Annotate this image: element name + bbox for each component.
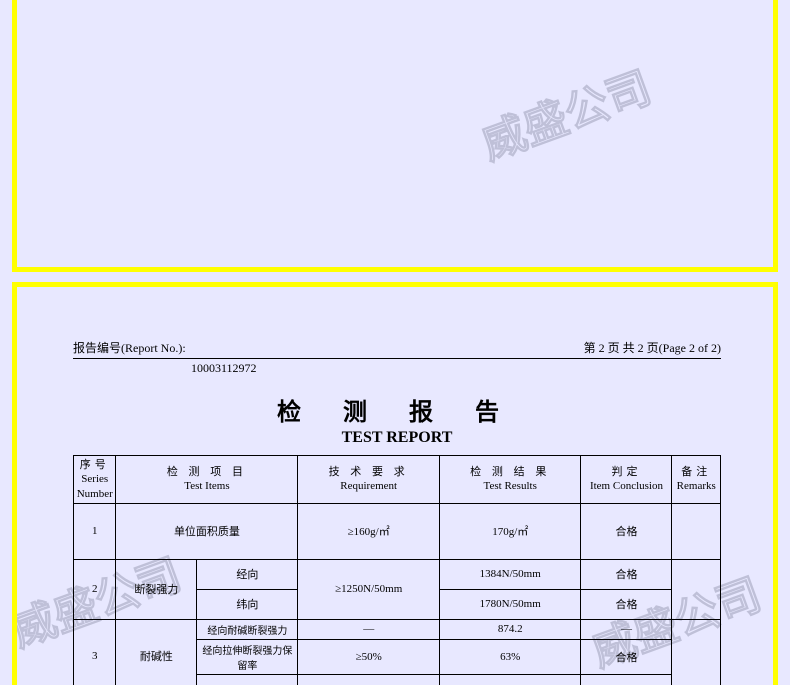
- cell-conc: 合格: [581, 589, 672, 619]
- col-results: 检 测 结 果Test Results: [439, 456, 581, 504]
- table-row: 2 断裂强力 经向 ≥1250N/50mm 1384N/50mm 合格: [74, 559, 721, 589]
- cell-sublabel: [197, 674, 298, 685]
- cell-res: 1780N/50mm: [439, 589, 581, 619]
- table-header-row: 序号SeriesNumber 检 测 项 目Test Items 技 术 要 求…: [74, 456, 721, 504]
- cell-res: 170g/㎡: [439, 503, 581, 559]
- col-remarks: 备注Remarks: [672, 456, 721, 504]
- cell-item: 耐碱性: [116, 619, 197, 685]
- title-en: TEST REPORT: [73, 429, 721, 447]
- upper-panel: 威盛公司: [12, 0, 778, 272]
- report-no-label: 报告编号(Report No.):: [73, 339, 186, 356]
- report: 报告编号(Report No.): 第 2 页 共 2 页(Page 2 of …: [73, 339, 721, 685]
- cell-res: 63%: [439, 639, 581, 674]
- cell-sublabel: 经向拉伸断裂强力保留率: [197, 639, 298, 674]
- cell-req: [298, 674, 440, 685]
- cell-conc: 合格: [581, 559, 672, 589]
- cell-rem: [672, 619, 721, 685]
- cell-subdir: 经向: [197, 559, 298, 589]
- cell-num: 1: [74, 503, 116, 559]
- page-label: 第 2 页 共 2 页(Page 2 of 2): [584, 339, 721, 356]
- cell-req: —: [298, 619, 440, 639]
- report-table: 序号SeriesNumber 检 测 项 目Test Items 技 术 要 求…: [73, 455, 721, 685]
- title-cn: 检 测 报 告: [73, 392, 721, 427]
- report-header-row: 报告编号(Report No.): 第 2 页 共 2 页(Page 2 of …: [73, 339, 721, 359]
- col-test-items: 检 测 项 目Test Items: [116, 456, 298, 504]
- cell-conc: 合格: [581, 639, 672, 674]
- col-requirement: 技 术 要 求Requirement: [298, 456, 440, 504]
- cell-conc: [581, 674, 672, 685]
- lower-panel: 威盛公司 威盛公司 报告编号(Report No.): 第 2 页 共 2 页(…: [12, 282, 778, 685]
- cell-req: ≥1250N/50mm: [298, 559, 440, 619]
- cell-sublabel: 经向耐碱断裂强力: [197, 619, 298, 639]
- table-row: 3 耐碱性 经向耐碱断裂强力 — 874.2 —: [74, 619, 721, 639]
- report-no-value: 10003112972: [191, 361, 721, 376]
- watermark: 威盛公司: [471, 52, 658, 172]
- table-row: 1 单位面积质量 ≥160g/㎡ 170g/㎡ 合格: [74, 503, 721, 559]
- cell-item: 断裂强力: [116, 559, 197, 619]
- cell-res: 874.2: [439, 619, 581, 639]
- cell-req: ≥160g/㎡: [298, 503, 440, 559]
- cell-rem: [672, 559, 721, 619]
- cell-res: 1384N/50mm: [439, 559, 581, 589]
- cell-item: 单位面积质量: [116, 503, 298, 559]
- cell-num: 3: [74, 619, 116, 685]
- col-series: 序号SeriesNumber: [74, 456, 116, 504]
- cell-req: ≥50%: [298, 639, 440, 674]
- cell-subdir: 纬向: [197, 589, 298, 619]
- col-conclusion: 判定Item Conclusion: [581, 456, 672, 504]
- cell-conc: 合格: [581, 503, 672, 559]
- cell-conc: —: [581, 619, 672, 639]
- cell-res: [439, 674, 581, 685]
- cell-rem: [672, 503, 721, 559]
- cell-num: 2: [74, 559, 116, 619]
